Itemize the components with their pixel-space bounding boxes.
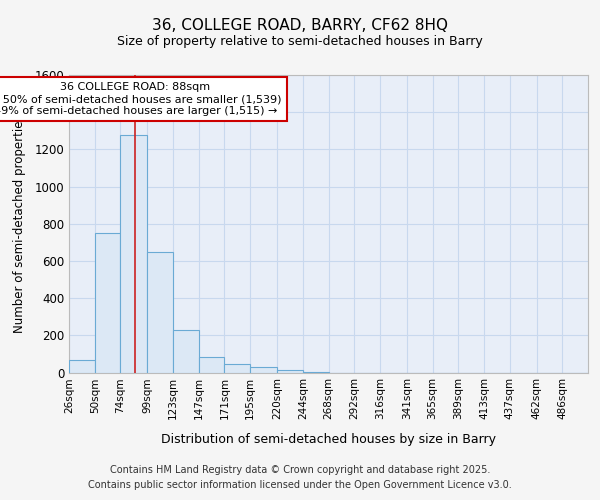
Bar [224, 364, 250, 372]
Bar [277, 370, 303, 372]
Bar [147, 252, 173, 372]
Bar [95, 233, 121, 372]
Bar [69, 360, 95, 372]
Y-axis label: Number of semi-detached properties: Number of semi-detached properties [13, 114, 26, 333]
Bar [199, 356, 224, 372]
Bar [173, 330, 199, 372]
Text: Contains HM Land Registry data © Crown copyright and database right 2025.: Contains HM Land Registry data © Crown c… [110, 465, 490, 475]
Text: 36 COLLEGE ROAD: 88sqm
← 50% of semi-detached houses are smaller (1,539)
49% of : 36 COLLEGE ROAD: 88sqm ← 50% of semi-det… [0, 82, 281, 116]
Text: Contains public sector information licensed under the Open Government Licence v3: Contains public sector information licen… [88, 480, 512, 490]
Text: Size of property relative to semi-detached houses in Barry: Size of property relative to semi-detach… [117, 35, 483, 48]
Text: 36, COLLEGE ROAD, BARRY, CF62 8HQ: 36, COLLEGE ROAD, BARRY, CF62 8HQ [152, 18, 448, 32]
Bar [250, 367, 277, 372]
X-axis label: Distribution of semi-detached houses by size in Barry: Distribution of semi-detached houses by … [161, 434, 496, 446]
Bar [121, 134, 147, 372]
